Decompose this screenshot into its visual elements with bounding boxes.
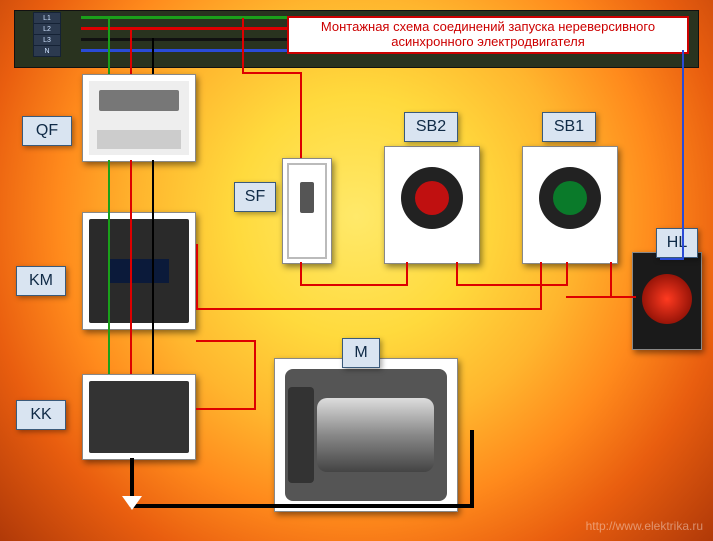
tag-qf: QF xyxy=(22,116,72,146)
watermark: http://www.elektrika.ru xyxy=(586,519,703,533)
component-sf xyxy=(282,158,332,264)
tag-sf: SF xyxy=(234,182,276,212)
wire-ctrl-1a xyxy=(242,18,244,74)
wire-l1-main xyxy=(108,160,110,374)
tag-hl: HL xyxy=(656,228,698,258)
wire-ctrl-3a xyxy=(456,284,568,286)
tag-km: KM xyxy=(16,266,66,296)
wire-ctrl-4b xyxy=(610,262,612,296)
wire-ctrl-3b xyxy=(456,262,458,284)
component-km xyxy=(82,212,196,330)
component-qf xyxy=(82,74,196,162)
wire-l2-main xyxy=(130,160,132,374)
start-button-icon xyxy=(539,167,601,229)
wire-ctrl-1c xyxy=(300,72,302,158)
wire-ctrl-3c xyxy=(566,262,568,284)
tag-sb1: SB1 xyxy=(542,112,596,142)
wire-neutral-hl2 xyxy=(660,258,684,260)
tag-kk: KK xyxy=(16,400,66,430)
tag-m: M xyxy=(342,338,380,368)
wire-ctrl-2b xyxy=(300,284,408,286)
contactor-icon xyxy=(89,219,189,323)
wire-ctrl-5b xyxy=(196,308,542,310)
arrow-icon xyxy=(122,496,142,510)
motor-icon xyxy=(285,369,447,501)
component-m xyxy=(274,358,458,512)
wire-l2-qf xyxy=(130,28,132,76)
wire-ctrl-5c xyxy=(196,244,198,310)
component-hl xyxy=(632,252,702,350)
wire-ctrl-1b xyxy=(242,72,302,74)
wire-ctrl-4a xyxy=(566,296,636,298)
wire-l3-qf xyxy=(152,38,154,76)
wire-motor-run xyxy=(130,504,472,508)
thermal-relay-icon xyxy=(89,381,189,453)
wire-neutral-hl xyxy=(682,50,684,260)
wire-ctrl-2c xyxy=(406,262,408,284)
wire-ctrl-6b xyxy=(254,340,256,410)
wire-ctrl-6c xyxy=(196,408,256,410)
wire-l1-qf xyxy=(108,18,110,76)
component-sb1 xyxy=(522,146,618,264)
wire-ctrl-2a xyxy=(300,262,302,284)
lamp-icon xyxy=(642,274,692,324)
wire-motor-up xyxy=(470,430,474,508)
diagram-title: Монтажная схема соединений запуска нерев… xyxy=(287,16,689,54)
wire-ctrl-6a xyxy=(196,340,256,342)
tag-sb2: SB2 xyxy=(404,112,458,142)
mcb-icon xyxy=(287,163,327,259)
wire-ctrl-5a xyxy=(540,262,542,310)
bus-label-n: N xyxy=(33,45,61,57)
component-kk xyxy=(82,374,196,460)
breaker-icon xyxy=(89,81,189,155)
component-sb2 xyxy=(384,146,480,264)
wire-l3-main xyxy=(152,160,154,374)
stop-button-icon xyxy=(401,167,463,229)
